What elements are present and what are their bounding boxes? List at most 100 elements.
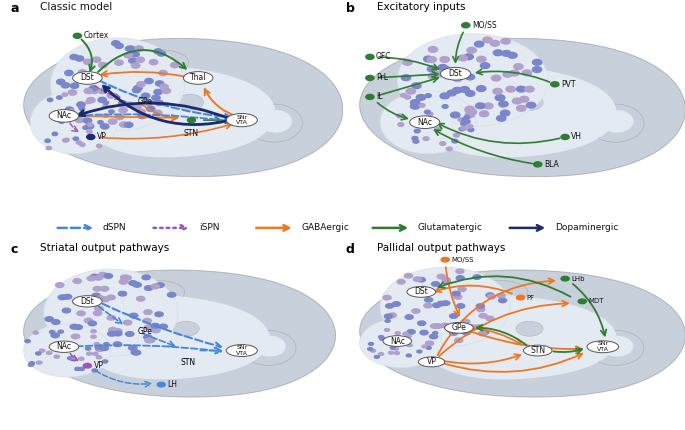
Circle shape bbox=[135, 46, 143, 51]
Circle shape bbox=[155, 81, 164, 86]
Circle shape bbox=[144, 310, 152, 314]
Circle shape bbox=[107, 316, 116, 320]
Circle shape bbox=[393, 302, 400, 306]
Circle shape bbox=[464, 120, 470, 123]
Ellipse shape bbox=[419, 357, 445, 367]
Circle shape bbox=[407, 330, 415, 334]
Circle shape bbox=[460, 122, 466, 126]
Circle shape bbox=[75, 56, 84, 61]
Circle shape bbox=[147, 338, 155, 342]
Circle shape bbox=[479, 313, 487, 318]
Circle shape bbox=[422, 345, 427, 348]
Circle shape bbox=[73, 279, 82, 283]
Circle shape bbox=[401, 75, 411, 80]
Circle shape bbox=[486, 316, 494, 321]
Circle shape bbox=[366, 54, 374, 59]
Circle shape bbox=[57, 79, 65, 84]
Circle shape bbox=[71, 358, 77, 361]
Text: SNr
VTA: SNr VTA bbox=[236, 345, 248, 356]
Text: BLA: BLA bbox=[544, 160, 559, 169]
Text: DSt: DSt bbox=[414, 287, 428, 296]
Circle shape bbox=[57, 96, 62, 99]
Circle shape bbox=[64, 138, 69, 141]
Circle shape bbox=[456, 276, 464, 280]
Circle shape bbox=[138, 114, 146, 119]
Text: Pallidal output pathways: Pallidal output pathways bbox=[377, 243, 505, 253]
Circle shape bbox=[388, 351, 394, 354]
Circle shape bbox=[551, 82, 559, 87]
Circle shape bbox=[74, 325, 82, 329]
Ellipse shape bbox=[246, 104, 302, 142]
Circle shape bbox=[490, 40, 499, 46]
Text: GPe: GPe bbox=[138, 97, 153, 106]
Circle shape bbox=[162, 88, 171, 93]
Circle shape bbox=[155, 100, 163, 105]
Circle shape bbox=[464, 327, 472, 331]
Circle shape bbox=[75, 367, 80, 371]
Ellipse shape bbox=[132, 50, 188, 75]
Circle shape bbox=[525, 86, 534, 92]
Circle shape bbox=[368, 347, 373, 350]
Circle shape bbox=[449, 314, 458, 318]
Text: Thal: Thal bbox=[190, 74, 206, 83]
Circle shape bbox=[87, 130, 92, 133]
Text: STN: STN bbox=[181, 358, 196, 367]
Circle shape bbox=[25, 340, 30, 343]
Circle shape bbox=[95, 275, 103, 280]
Text: SNr
VTA: SNr VTA bbox=[597, 341, 609, 352]
Circle shape bbox=[404, 273, 412, 278]
Circle shape bbox=[425, 298, 433, 302]
Ellipse shape bbox=[49, 341, 79, 353]
Text: Dopaminergic: Dopaminergic bbox=[555, 224, 619, 232]
Circle shape bbox=[433, 303, 440, 307]
Circle shape bbox=[92, 293, 100, 298]
Circle shape bbox=[440, 57, 449, 62]
Text: STN: STN bbox=[530, 346, 545, 355]
Text: GABAergic: GABAergic bbox=[301, 224, 349, 232]
Text: PVT: PVT bbox=[561, 80, 575, 89]
Circle shape bbox=[429, 334, 438, 339]
Circle shape bbox=[79, 357, 84, 360]
Circle shape bbox=[452, 139, 458, 143]
Circle shape bbox=[432, 282, 440, 286]
Circle shape bbox=[481, 330, 489, 335]
Ellipse shape bbox=[360, 318, 442, 368]
Circle shape bbox=[133, 283, 141, 287]
Circle shape bbox=[69, 109, 75, 113]
Circle shape bbox=[77, 311, 85, 316]
Circle shape bbox=[65, 107, 73, 112]
Circle shape bbox=[434, 324, 442, 328]
Circle shape bbox=[158, 382, 165, 387]
Circle shape bbox=[91, 335, 96, 338]
Ellipse shape bbox=[397, 34, 548, 126]
Circle shape bbox=[465, 106, 475, 112]
Circle shape bbox=[453, 76, 462, 82]
Circle shape bbox=[447, 147, 452, 150]
Text: LHb: LHb bbox=[571, 276, 585, 282]
Circle shape bbox=[425, 110, 430, 114]
Circle shape bbox=[383, 295, 391, 300]
Circle shape bbox=[84, 59, 92, 64]
Circle shape bbox=[76, 141, 82, 144]
Text: NAc: NAc bbox=[56, 111, 71, 120]
Polygon shape bbox=[360, 270, 685, 397]
Ellipse shape bbox=[523, 345, 552, 356]
Circle shape bbox=[441, 258, 449, 262]
Text: PF: PF bbox=[527, 295, 535, 301]
Circle shape bbox=[62, 93, 67, 96]
Circle shape bbox=[501, 38, 510, 44]
Circle shape bbox=[145, 78, 153, 84]
Circle shape bbox=[473, 275, 481, 280]
Circle shape bbox=[77, 102, 85, 107]
Circle shape bbox=[86, 100, 91, 104]
Circle shape bbox=[464, 54, 473, 60]
Circle shape bbox=[149, 59, 158, 65]
Circle shape bbox=[153, 110, 162, 116]
Circle shape bbox=[115, 60, 123, 65]
Circle shape bbox=[419, 104, 425, 107]
Circle shape bbox=[120, 122, 128, 127]
Circle shape bbox=[188, 117, 195, 123]
Circle shape bbox=[136, 57, 145, 62]
Circle shape bbox=[429, 357, 434, 360]
Circle shape bbox=[144, 335, 152, 340]
